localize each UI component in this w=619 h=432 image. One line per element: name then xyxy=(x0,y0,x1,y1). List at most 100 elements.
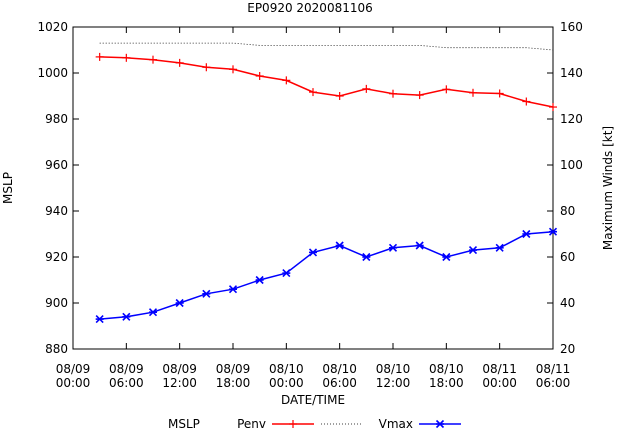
series-line-series-1 xyxy=(99,42,554,51)
chart-title: EP0920 2020081106 xyxy=(247,1,373,15)
series-line-vmax xyxy=(99,230,554,320)
x-tick-label-line: 08/10 xyxy=(376,362,411,376)
x-tick-label-line: 00:00 xyxy=(269,376,304,390)
data-point-penv xyxy=(495,89,504,98)
series-layer xyxy=(95,42,558,324)
data-point-vmax xyxy=(282,269,291,278)
x-tick-label: 08/10 06:00 xyxy=(322,362,357,390)
legend-marker-penv xyxy=(289,420,297,428)
legend-marker-vmax xyxy=(435,419,445,429)
x-tick-label: 08/09 06:00 xyxy=(109,362,144,390)
data-point-penv xyxy=(522,97,531,106)
x-tick-label-line: 00:00 xyxy=(482,376,517,390)
axis-ticks: 880 900 920 940 960 980 1000 1020 20 40 60 80 100 120… xyxy=(37,20,582,390)
x-tick-label-line: 06:00 xyxy=(322,376,357,390)
x-tick-label: 08/09 00:00 xyxy=(56,362,91,390)
data-point-penv xyxy=(149,55,157,64)
data-point-penv xyxy=(255,71,264,80)
y2-tick-label: 120 xyxy=(560,112,583,126)
data-point-penv xyxy=(175,58,184,67)
x-tick-label-line: 00:00 xyxy=(56,376,91,390)
data-point-vmax xyxy=(362,252,371,262)
data-point-penv xyxy=(202,63,211,72)
data-point-penv xyxy=(335,92,344,100)
x-tick-label-line: 06:00 xyxy=(109,376,144,390)
x-tick-label-line: 08/10 xyxy=(429,362,464,376)
x-tick-label-line: 12:00 xyxy=(162,376,197,390)
x-tick-label-line: 08/10 xyxy=(322,362,357,376)
data-point-vmax xyxy=(308,248,318,257)
data-point-penv xyxy=(309,88,317,97)
x-tick-label-line: 08/09 xyxy=(109,362,144,376)
data-point-vmax xyxy=(202,289,211,298)
x-tick-label: 08/11 00:00 xyxy=(482,362,517,390)
y2-tick-label: 60 xyxy=(560,250,575,264)
x-tick-label-line: 18:00 xyxy=(429,376,464,390)
x-tick-label: 08/10 00:00 xyxy=(269,362,304,390)
data-point-vmax xyxy=(95,315,104,324)
y2-tick-label: 40 xyxy=(560,296,575,310)
data-point-penv xyxy=(229,65,237,74)
y2-axis-title: Maximum Winds [kt] xyxy=(601,126,615,250)
legend-title: MSLP xyxy=(168,417,200,431)
y-tick-label: 1000 xyxy=(37,66,68,80)
legend-label-penv: Penv xyxy=(237,417,266,431)
data-point-vmax xyxy=(495,243,504,252)
data-point-penv xyxy=(549,103,557,112)
x-tick-label-line: 08/11 xyxy=(536,362,571,376)
x-tick-label: 08/09 18:00 xyxy=(216,362,251,390)
data-point-vmax xyxy=(335,241,344,250)
y-tick-label: 920 xyxy=(45,250,68,264)
data-point-vmax xyxy=(388,243,398,252)
y-tick-label: 1020 xyxy=(37,20,68,34)
data-point-penv xyxy=(415,91,424,100)
y-tick-label: 960 xyxy=(45,158,68,172)
data-point-penv xyxy=(362,84,371,93)
y-tick-label: 880 xyxy=(45,342,68,356)
data-point-vmax xyxy=(442,252,451,262)
y-tick-label: 980 xyxy=(45,112,68,126)
series-line-penv xyxy=(99,56,554,108)
x-tick-label: 08/09 12:00 xyxy=(162,362,197,390)
x-tick-label-line: 08/11 xyxy=(482,362,517,376)
x-tick-label: 08/11 06:00 xyxy=(536,362,571,390)
x-tick-label-line: 18:00 xyxy=(216,376,251,390)
data-point-vmax xyxy=(415,241,424,250)
y2-tick-label: 160 xyxy=(560,20,583,34)
y2-tick-label: 140 xyxy=(560,66,583,80)
x-tick-label-line: 08/09 xyxy=(216,362,251,376)
data-point-vmax xyxy=(255,275,264,285)
y-tick-label: 900 xyxy=(45,296,68,310)
data-point-vmax xyxy=(522,229,531,239)
x-tick-label-line: 08/09 xyxy=(162,362,197,376)
data-point-vmax xyxy=(228,285,238,294)
x-tick-label-line: 06:00 xyxy=(536,376,571,390)
data-point-penv xyxy=(442,85,451,94)
data-point-vmax xyxy=(175,298,184,308)
data-point-vmax xyxy=(468,246,478,255)
x-tick-label-line: 08/10 xyxy=(269,362,304,376)
plot-frame xyxy=(72,26,554,350)
data-point-vmax xyxy=(548,227,558,236)
x-axis-title: DATE/TIME xyxy=(281,393,345,407)
x-tick-label-line: 12:00 xyxy=(376,376,411,390)
data-point-vmax xyxy=(122,312,131,321)
data-point-vmax xyxy=(148,308,158,317)
y-axis-title: MSLP xyxy=(1,172,15,204)
y-tick-label: 940 xyxy=(45,204,68,218)
data-point-penv xyxy=(469,88,477,97)
x-tick-label: 08/10 12:00 xyxy=(376,362,411,390)
data-point-penv xyxy=(95,52,104,61)
data-point-penv xyxy=(282,76,291,85)
legend-label-vmax: Vmax xyxy=(379,417,413,431)
legend-items: Penv Vmax xyxy=(237,417,461,431)
data-point-penv xyxy=(389,89,397,98)
data-point-penv xyxy=(122,53,131,62)
y2-tick-label: 100 xyxy=(560,158,583,172)
y2-tick-label: 20 xyxy=(560,342,575,356)
y2-tick-label: 80 xyxy=(560,204,575,218)
x-tick-label-line: 08/09 xyxy=(56,362,91,376)
x-tick-label: 08/10 18:00 xyxy=(429,362,464,390)
legend: MSLP Penv Vmax xyxy=(168,417,461,431)
